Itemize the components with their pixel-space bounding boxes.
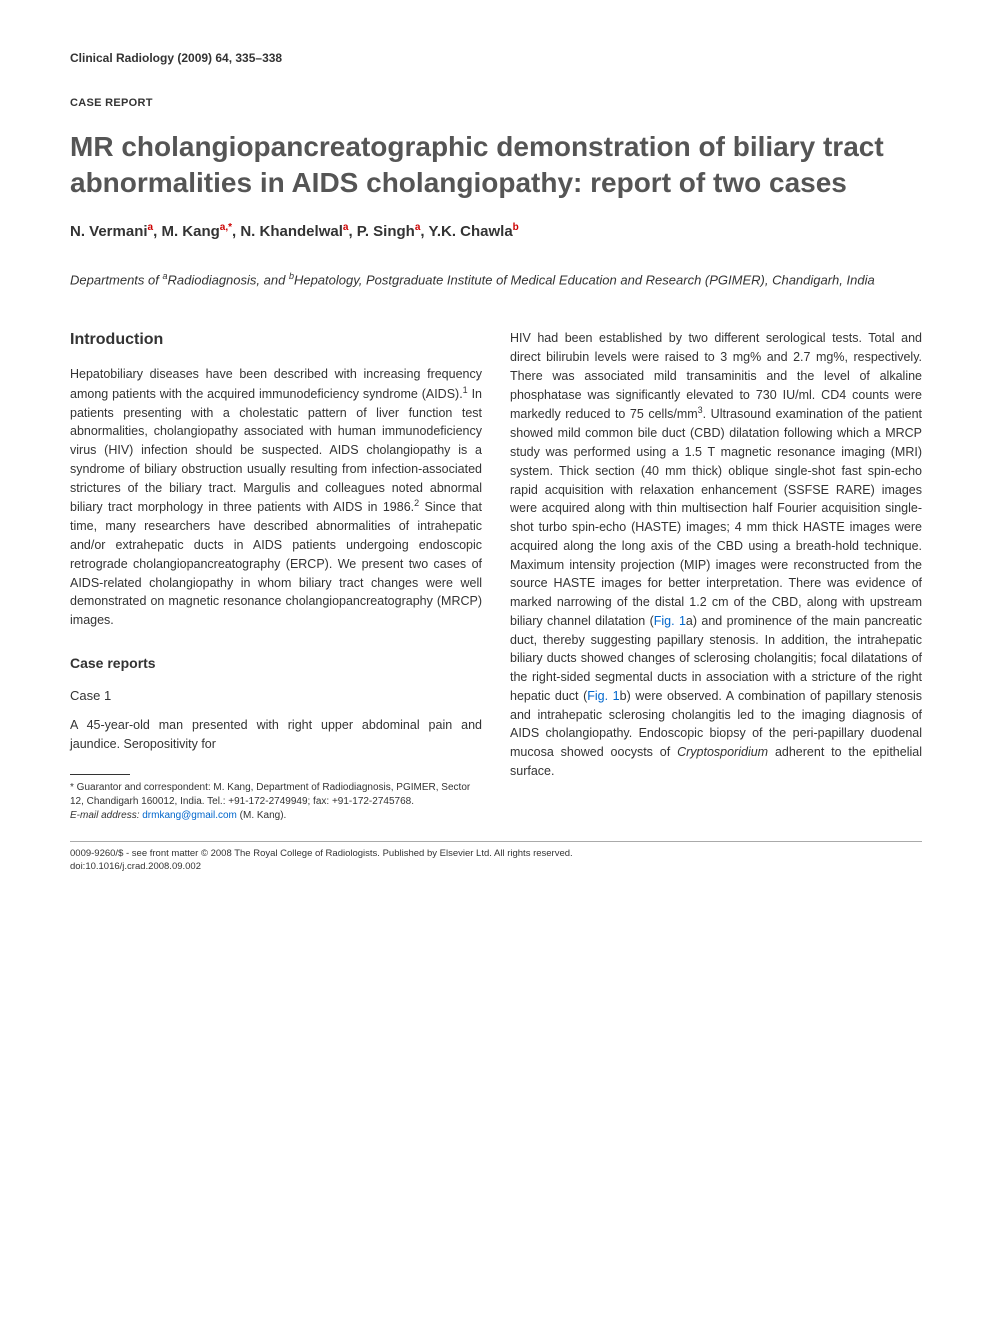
case1-paragraph-right: HIV had been established by two differen… xyxy=(510,329,922,780)
affiliations: Departments of aRadiodiagnosis, and bHep… xyxy=(70,270,922,290)
case1-paragraph-left: A 45-year-old man presented with right u… xyxy=(70,716,482,754)
case1-heading: Case 1 xyxy=(70,687,482,705)
body-two-column: Introduction Hepatobiliary diseases have… xyxy=(70,329,922,822)
copyright-separator xyxy=(70,841,922,842)
case-reports-heading: Case reports xyxy=(70,654,482,673)
journal-header: Clinical Radiology (2009) 64, 335–338 xyxy=(70,50,922,66)
email-footnote: E-mail address: drmkang@gmail.com (M. Ka… xyxy=(70,809,482,823)
email-label: E-mail address: xyxy=(70,810,139,821)
intro-paragraph: Hepatobiliary diseases have been describ… xyxy=(70,365,482,630)
copyright-line2: doi:10.1016/j.crad.2008.09.002 xyxy=(70,861,922,874)
author-list: N. Vermania, M. Kanga,*, N. Khandelwala,… xyxy=(70,221,922,242)
article-title: MR cholangiopancreatographic demonstrati… xyxy=(70,129,922,201)
footnote-separator xyxy=(70,774,130,775)
correspondent-footnote: * Guarantor and correspondent: M. Kang, … xyxy=(70,781,482,809)
copyright-line1: 0009-9260/$ - see front matter © 2008 Th… xyxy=(70,848,922,861)
article-type-label: CASE REPORT xyxy=(70,96,922,111)
email-link[interactable]: drmkang@gmail.com xyxy=(142,810,237,821)
email-suffix: (M. Kang). xyxy=(240,810,287,821)
intro-heading: Introduction xyxy=(70,329,482,351)
